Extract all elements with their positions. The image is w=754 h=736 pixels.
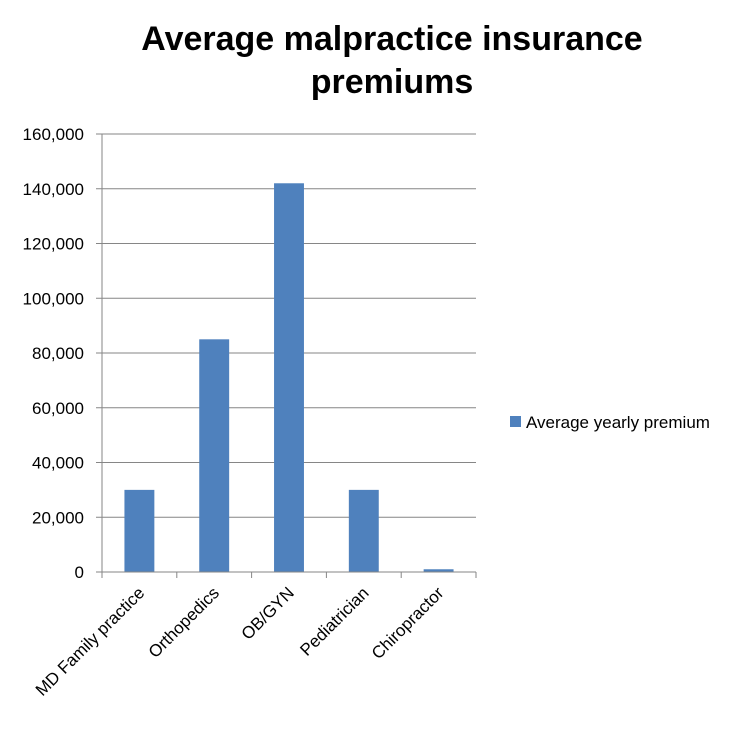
legend-label: Average yearly premium xyxy=(526,413,710,432)
y-axis-labels: 0 20,000 40,000 60,000 80,000 100,000 120,000 1… xyxy=(23,125,84,582)
y-tick-label: 60,000 xyxy=(32,399,84,418)
bar xyxy=(199,339,230,572)
y-tick-label: 0 xyxy=(75,563,84,582)
bars xyxy=(124,183,454,572)
axes xyxy=(96,133,477,578)
legend: Average yearly premium xyxy=(510,413,710,432)
x-tick-label: OB/GYN xyxy=(238,583,298,643)
y-tick-label: 20,000 xyxy=(32,508,84,527)
legend-swatch xyxy=(510,416,521,427)
x-tick-label: MD Family practice xyxy=(32,583,148,699)
x-tick-label: Pediatrician xyxy=(296,583,372,659)
bar xyxy=(348,489,379,572)
x-tick-label: Chiropractor xyxy=(368,583,448,663)
bar xyxy=(423,569,454,572)
chart-title-line-2: premiums xyxy=(311,63,474,101)
y-tick-label: 80,000 xyxy=(32,344,84,363)
chart-title-line-1: Average malpractice insurance xyxy=(141,20,642,58)
y-tick-label: 160,000 xyxy=(23,125,84,144)
y-tick-label: 120,000 xyxy=(23,235,84,254)
x-tick-label: Orthopedics xyxy=(145,583,223,661)
bar xyxy=(274,183,304,572)
y-tick-label: 100,000 xyxy=(23,289,84,308)
y-tick-label: 40,000 xyxy=(32,454,84,473)
bar xyxy=(124,489,155,572)
y-tick-label: 140,000 xyxy=(23,180,84,199)
